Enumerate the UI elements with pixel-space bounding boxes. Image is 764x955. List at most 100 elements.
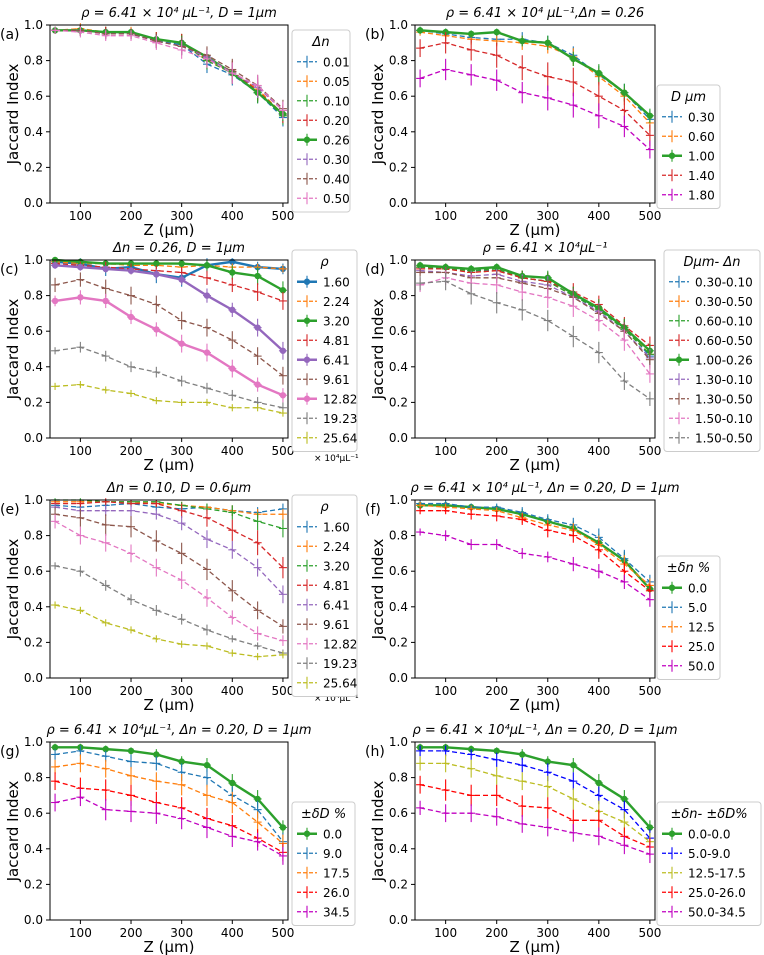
y-axis-label: Jaccard Index <box>369 298 387 400</box>
series-6.41 <box>51 503 287 604</box>
series-line <box>54 762 284 844</box>
y-tick-label: 1.0 <box>24 735 43 749</box>
legend-label: 0.05 <box>323 75 350 89</box>
series-1.80 <box>416 58 654 159</box>
series-25.64 <box>51 601 287 661</box>
y-tick-label: 0.6 <box>389 564 408 578</box>
x-tick-label: 100 <box>69 444 92 458</box>
series-9.61 <box>51 507 287 634</box>
data-point <box>229 779 236 787</box>
y-tick-label: 0.4 <box>24 125 43 139</box>
legend-entry: 12.82 <box>297 637 357 651</box>
data-point <box>544 758 551 765</box>
y-axis-label: Jaccard Index <box>369 63 387 165</box>
x-tick-label: 200 <box>485 209 508 223</box>
data-point <box>621 89 628 96</box>
legend-label: 1.60 <box>323 520 350 534</box>
series-line <box>419 42 651 136</box>
series-line <box>55 262 284 302</box>
legend-label: 50.0-34.5 <box>688 905 746 919</box>
series-line <box>55 499 284 530</box>
series-line <box>54 780 284 853</box>
axes-frame <box>49 499 289 679</box>
legend-label: 0.20 <box>323 114 350 128</box>
series-line <box>55 29 284 110</box>
legend-entry: 25.64 <box>297 431 357 445</box>
plot-area <box>51 256 287 417</box>
legend-entry: 12.5 <box>662 620 715 634</box>
legend-label: 9.0 <box>323 847 342 861</box>
x-axis-label: Z (μm) <box>510 456 561 474</box>
legend-entry: 25.0 <box>662 640 715 654</box>
x-tick-label: 100 <box>69 684 92 698</box>
x-tick-label: 300 <box>170 926 193 940</box>
panel-label: (e) <box>0 502 20 518</box>
legend: ±δD % 0.0 9.0 17.5 26.0 34.5 <box>291 801 356 926</box>
y-tick-label: 1.0 <box>389 735 408 749</box>
series-line <box>420 510 651 592</box>
legend-label: 0.60-0.10 <box>695 314 753 328</box>
series-0.30 <box>51 25 287 120</box>
legend-entry: 4.81 <box>297 334 350 348</box>
legend: ±δn % 0.0 5.0 12.5 25.0 50.0 <box>656 555 721 680</box>
panel-title: ρ = 6.41 × 10⁴ μL⁻¹, D = 1μm <box>81 6 277 21</box>
x-tick-label: 300 <box>536 209 559 223</box>
series-line <box>55 383 284 414</box>
series-34.5 <box>51 788 287 865</box>
legend-entry: 0.26 <box>297 133 350 147</box>
plot-area <box>416 26 654 159</box>
legend: Dμm- Δn 0.30-0.10 0.30-0.50 0.60-0.10 0.60-0… <box>663 249 761 452</box>
data-point <box>595 779 603 787</box>
legend-entry: 0.05 <box>297 75 350 89</box>
legend-label: 1.80 <box>688 188 715 202</box>
x-axis-label: Z (μm) <box>144 696 195 714</box>
x-tick-label: 200 <box>485 926 508 940</box>
y-tick-label: 0.0 <box>389 431 408 445</box>
legend-marker <box>675 356 683 363</box>
y-tick-label: 0.2 <box>389 635 408 649</box>
legend-box <box>656 84 721 209</box>
legend-label: 5.0 <box>688 601 707 615</box>
legend-label: 1.30-0.50 <box>695 392 753 406</box>
series-line <box>55 261 283 270</box>
series-line <box>54 278 284 377</box>
y-tick-label: 0.4 <box>389 842 408 856</box>
axes-frame <box>49 741 289 921</box>
series-12.82 <box>51 514 287 646</box>
legend-marker <box>303 395 311 402</box>
panel-h: (h) ρ = 6.41 × 10⁴μL⁻¹, Δn = 0.20, D = 1μ… <box>365 723 762 955</box>
legend-label: 2.24 <box>323 540 350 554</box>
y-axis-label: Jaccard Index <box>4 538 22 640</box>
legend-entry: 17.5 <box>297 866 350 880</box>
legend-entry: 12.5-17.5 <box>662 866 746 880</box>
series-25.64 <box>51 381 287 417</box>
legend-label: 0.10 <box>323 94 350 108</box>
data-point <box>493 747 500 755</box>
y-tick-label: 0.2 <box>24 635 43 649</box>
data-point <box>229 269 236 276</box>
y-tick-label: 0.0 <box>24 431 43 445</box>
data-point <box>467 265 475 273</box>
legend-marker <box>303 278 311 285</box>
legend-entry: 0.0 <box>662 581 707 595</box>
x-tick-label: 400 <box>221 444 244 458</box>
series-0.26 <box>51 26 287 122</box>
panel-label: (b) <box>365 27 385 43</box>
legend-entry: 9.0 <box>297 847 342 861</box>
data-point <box>51 744 59 751</box>
series-1.60 <box>51 500 287 518</box>
legend-entry: 9.61 <box>297 373 350 387</box>
series-9.0 <box>51 745 287 851</box>
series-line <box>420 504 651 590</box>
data-point <box>279 347 287 354</box>
series-line <box>420 31 651 124</box>
plot-area <box>51 23 287 127</box>
x-tick-label: 100 <box>69 926 92 940</box>
panel-title: ρ = 6.41 × 10⁴ μL⁻¹, Δn = 0.20, D = 1μm <box>410 481 679 496</box>
x-axis-label: Z (μm) <box>510 696 561 714</box>
y-tick-label: 0.6 <box>24 806 43 820</box>
series-1.00 <box>416 26 654 123</box>
legend-label: 0.26 <box>323 133 350 147</box>
y-tick-label: 0.2 <box>389 877 408 891</box>
legend: ±δn- ±δD% 0.0-0.0 5.0-9.0 12.5-17.5 25.0-26.… <box>656 801 762 926</box>
